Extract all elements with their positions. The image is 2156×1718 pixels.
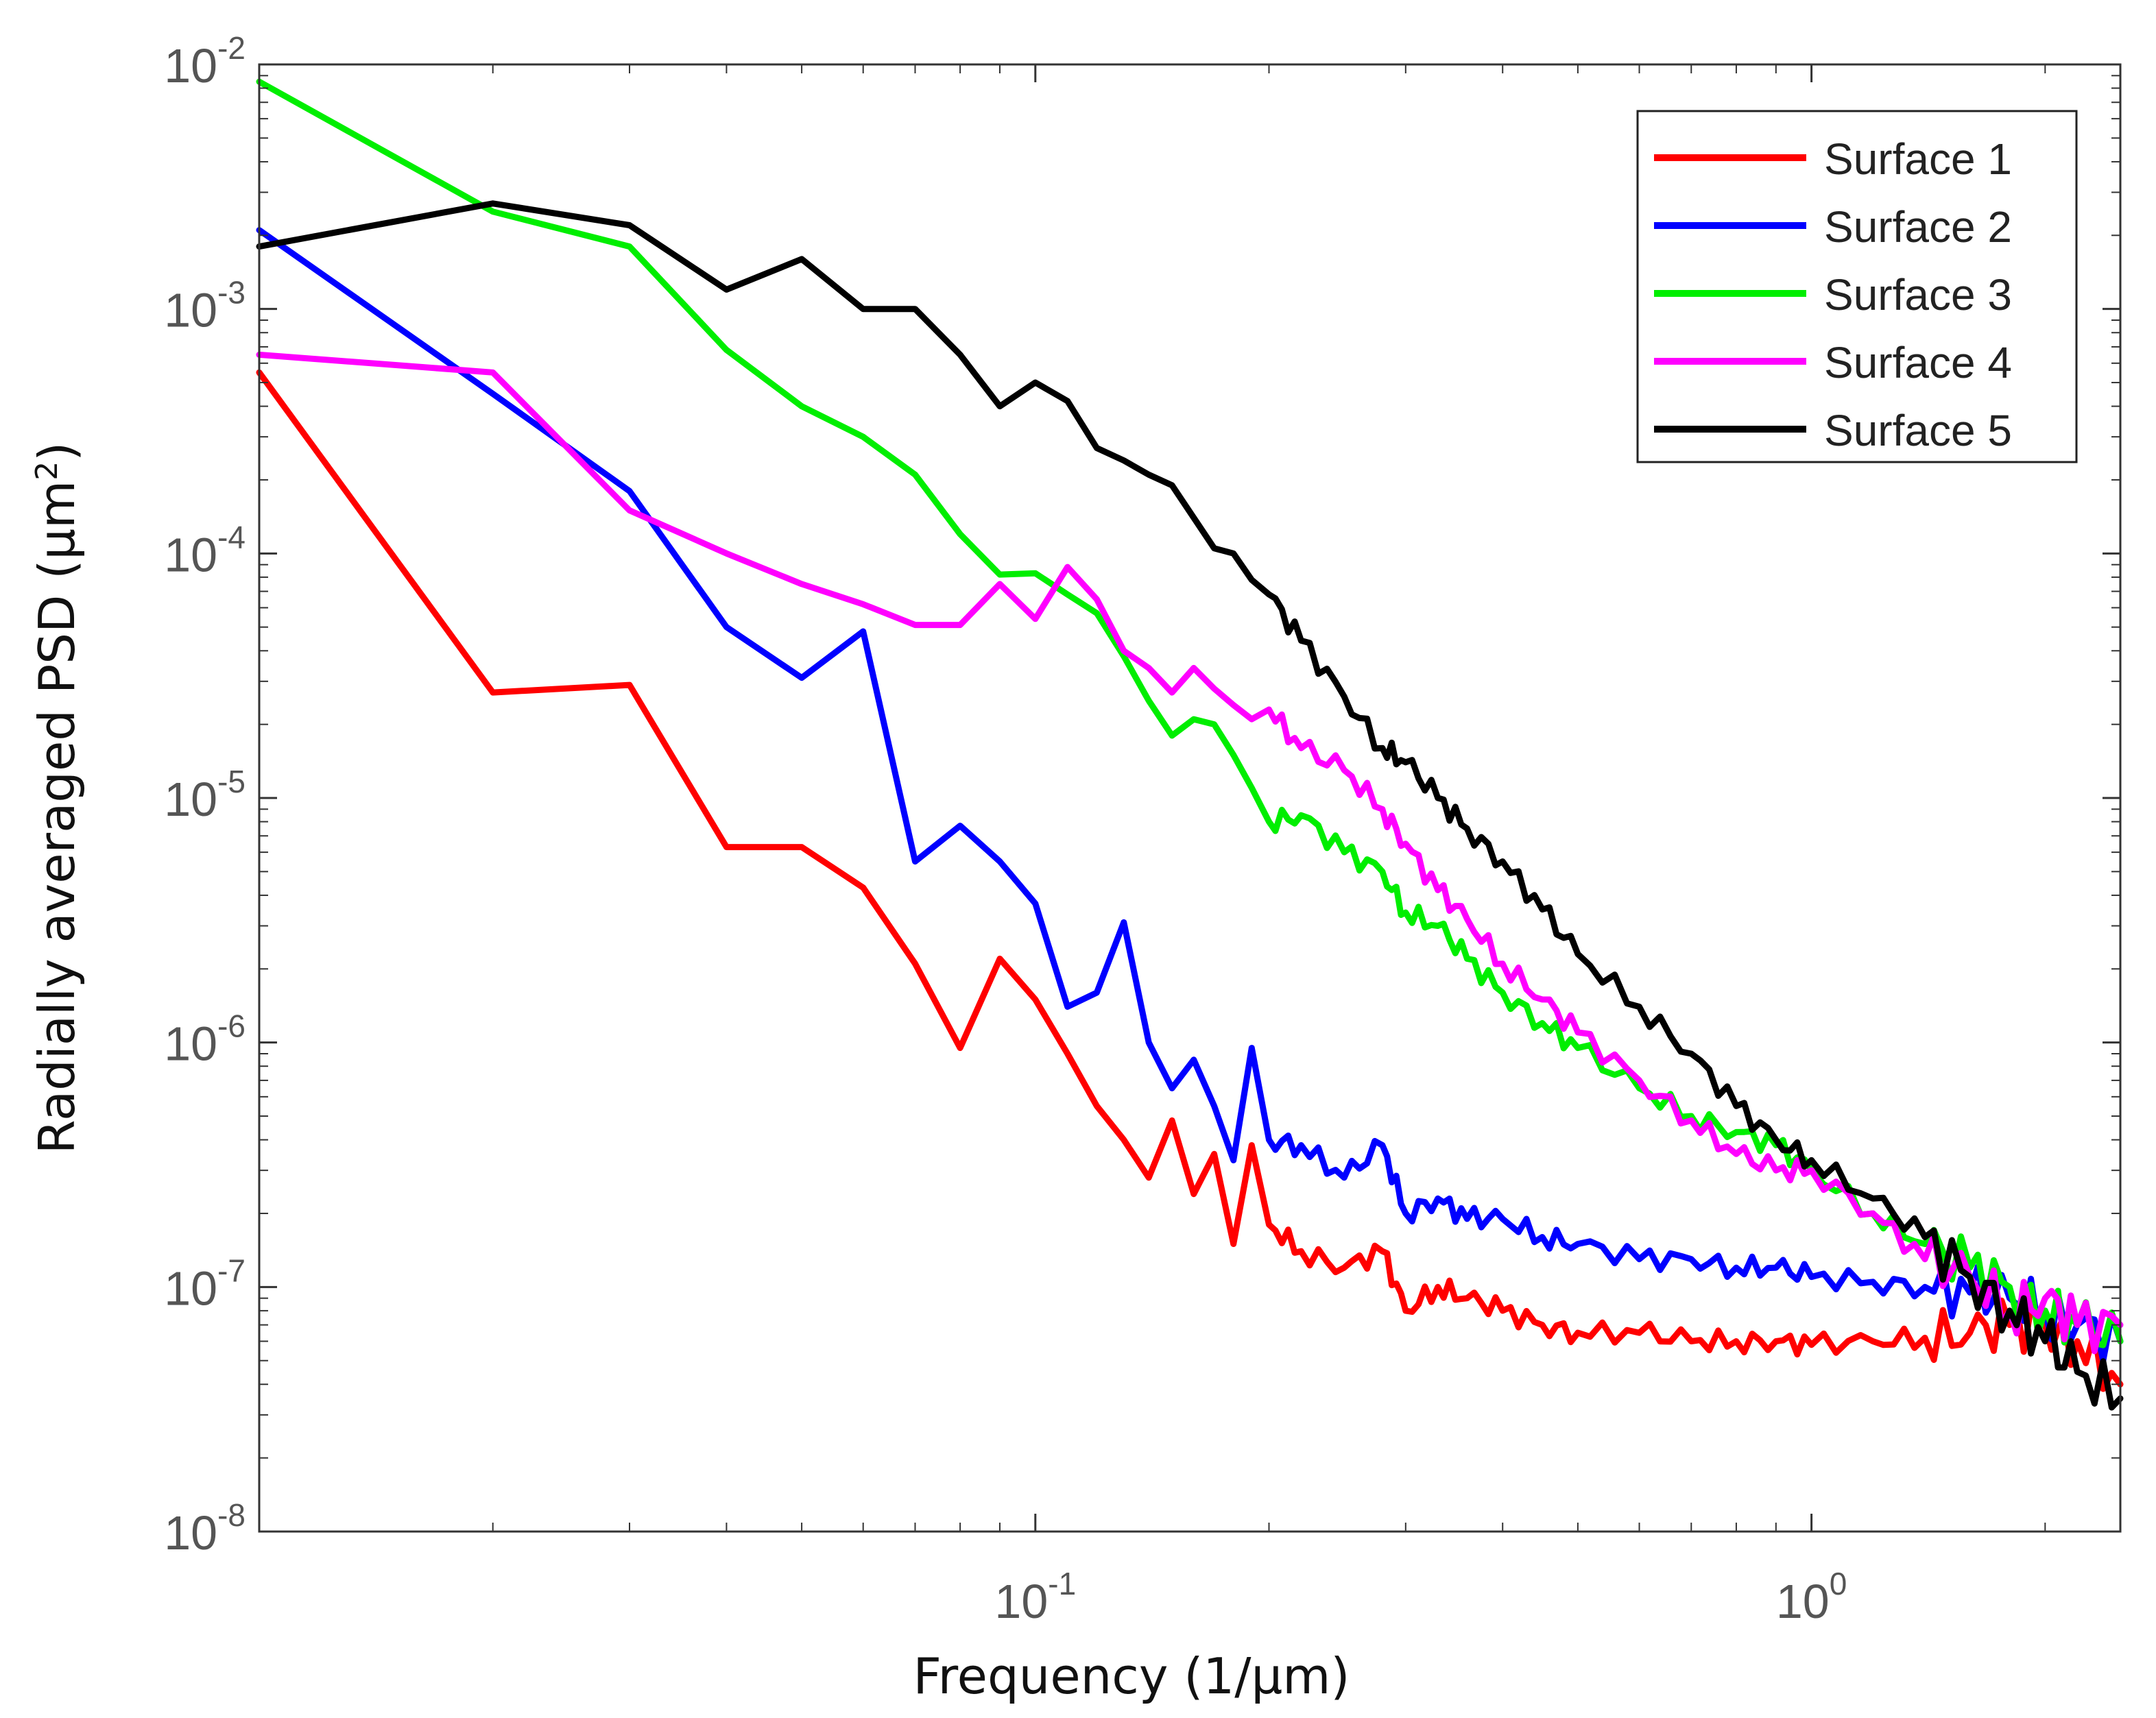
y-tick-label: 10-6 bbox=[164, 1008, 245, 1071]
legend-box bbox=[1636, 110, 2078, 463]
y-tick-label-base: 10 bbox=[164, 1261, 217, 1315]
x-axis-title: Frequency (1/μm) bbox=[913, 1647, 1350, 1705]
series-line-4 bbox=[256, 351, 2124, 1355]
series-layer bbox=[256, 78, 2124, 1411]
legend-label-3: Surface 3 bbox=[1824, 270, 2012, 319]
y-axis-title-main: Radially averaged PSD (μm bbox=[28, 481, 86, 1154]
y-tick-label-exponent: -8 bbox=[217, 1497, 245, 1533]
y-tick-label-exponent: -3 bbox=[217, 275, 245, 311]
y-tick-label-exponent: -5 bbox=[217, 764, 245, 799]
x-tick-label-base: 10 bbox=[1776, 1575, 1830, 1628]
y-tick-label-base: 10 bbox=[164, 1506, 217, 1560]
legend-label-4: Surface 4 bbox=[1824, 338, 2012, 387]
legend-label-1: Surface 1 bbox=[1824, 134, 2012, 184]
x-tick-label: 10-1 bbox=[994, 1566, 1076, 1628]
y-tick-label: 10-2 bbox=[164, 30, 245, 93]
y-tick-label-exponent: -2 bbox=[217, 30, 245, 66]
y-tick-label-base: 10 bbox=[164, 284, 217, 337]
x-tick-label-exponent: -1 bbox=[1048, 1566, 1076, 1601]
y-tick-label: 10-3 bbox=[164, 275, 245, 337]
series-line-3 bbox=[256, 78, 2124, 1348]
y-tick-label-exponent: -7 bbox=[217, 1253, 245, 1288]
legend-label-2: Surface 2 bbox=[1824, 202, 2012, 252]
y-tick-label: 10-8 bbox=[164, 1497, 245, 1560]
y-tick-label: 10-4 bbox=[164, 519, 245, 581]
tick-layer bbox=[258, 63, 2120, 1533]
y-tick-label-base: 10 bbox=[164, 1017, 217, 1071]
y-axis-title-superscript: 2 bbox=[29, 461, 64, 481]
y-axis-title: Radially averaged PSD (μm2) bbox=[28, 442, 86, 1154]
x-tick-label-base: 10 bbox=[994, 1575, 1048, 1628]
x-tick-label-exponent: 0 bbox=[1830, 1566, 1847, 1601]
y-tick-label: 10-5 bbox=[164, 764, 245, 826]
series-line-1 bbox=[256, 369, 2124, 1392]
y-tick-label: 10-7 bbox=[164, 1253, 245, 1315]
y-axis-title-close: ) bbox=[28, 442, 86, 461]
y-tick-label-exponent: -4 bbox=[217, 519, 245, 555]
label-layer: 10-810-710-610-510-410-310-210-1 100 bbox=[164, 30, 1847, 1628]
y-tick-label-exponent: -6 bbox=[217, 1008, 245, 1044]
y-tick-label-base: 10 bbox=[164, 528, 217, 581]
y-tick-label-base: 10 bbox=[164, 773, 217, 826]
x-tick-label: 100 bbox=[1776, 1566, 1847, 1628]
legend-label-5: Surface 5 bbox=[1824, 406, 2012, 455]
series-line-5 bbox=[256, 200, 2124, 1411]
series-line-2 bbox=[256, 227, 2124, 1364]
y-tick-label-base: 10 bbox=[164, 39, 217, 93]
legend: Surface 1 Surface 2 Surface 3 Surface 4 Surf… bbox=[1636, 110, 2078, 463]
